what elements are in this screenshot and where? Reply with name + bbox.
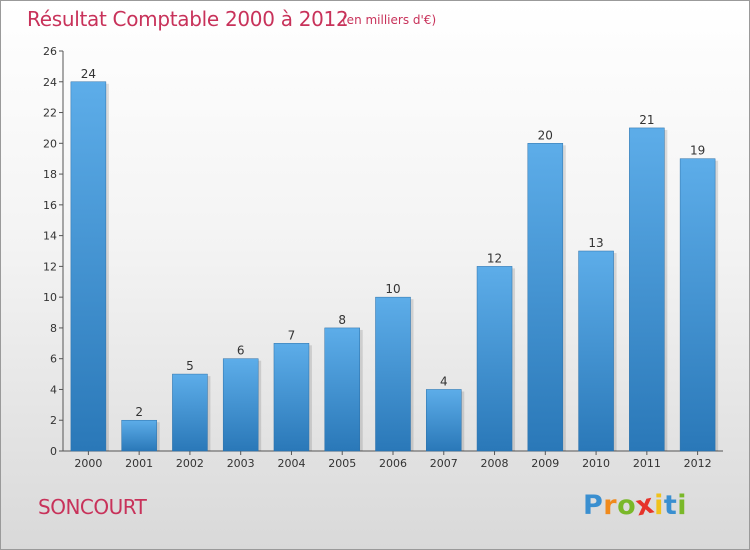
logo-letter: i — [654, 490, 664, 521]
y-tick-label: 4 — [50, 383, 57, 396]
x-tick-label: 2007 — [430, 457, 458, 470]
bar-value-label: 5 — [186, 359, 194, 373]
y-tick-label: 22 — [43, 107, 57, 120]
y-tick-label: 8 — [50, 322, 57, 335]
bar — [172, 373, 208, 452]
bar-value-label: 12 — [487, 251, 502, 265]
proxiti-logo: Proxiti — [583, 488, 688, 522]
logo-letter: P — [583, 490, 604, 521]
x-tick-label: 2000 — [74, 457, 102, 470]
logo-letter: i — [677, 490, 688, 521]
y-tick-label: 0 — [50, 445, 57, 458]
bar — [273, 343, 310, 452]
y-tick-label: 24 — [43, 76, 57, 89]
x-tick-label: 2004 — [277, 457, 305, 470]
bar — [70, 81, 107, 452]
bar — [324, 327, 360, 452]
x-tick-label: 2012 — [684, 457, 712, 470]
bar-value-label: 19 — [690, 144, 705, 158]
x-tick-label: 2005 — [328, 457, 356, 470]
bar-value-label: 13 — [588, 236, 603, 250]
bar — [629, 127, 665, 452]
logo-letter: t — [663, 490, 678, 521]
bar — [476, 266, 513, 452]
bar-value-label: 20 — [538, 128, 553, 142]
bar — [121, 419, 157, 452]
y-tick-label: 20 — [43, 137, 57, 150]
commune-name: SONCOURT — [38, 495, 147, 519]
x-tick-label: 2009 — [531, 457, 559, 470]
bar — [578, 250, 614, 452]
bar-value-label: 24 — [81, 67, 96, 81]
x-tick-label: 2002 — [176, 457, 204, 470]
y-tick-label: 2 — [50, 414, 57, 427]
x-tick-label: 2011 — [633, 457, 661, 470]
logo-letter: r — [603, 490, 618, 521]
bar — [222, 358, 259, 452]
y-tick-label: 16 — [43, 199, 57, 212]
x-tick-label: 2010 — [582, 457, 610, 470]
bar — [527, 143, 564, 452]
labels: 0246810121416182022242620002420012200252… — [43, 45, 712, 470]
bar-value-label: 8 — [338, 313, 346, 327]
y-tick-label: 6 — [50, 353, 57, 366]
x-tick-label: 2001 — [125, 457, 153, 470]
bar — [426, 389, 462, 452]
bar — [679, 158, 716, 452]
x-tick-label: 2006 — [379, 457, 407, 470]
y-tick-label: 12 — [43, 260, 57, 273]
x-tick-label: 2003 — [227, 457, 255, 470]
y-tick-label: 10 — [43, 291, 57, 304]
bar-value-label: 6 — [237, 344, 245, 358]
bar-value-label: 2 — [135, 405, 143, 419]
x-tick-label: 2008 — [481, 457, 509, 470]
logo-letter: o — [617, 490, 637, 521]
bar — [375, 296, 411, 452]
bar-value-label: 4 — [440, 374, 448, 388]
bars — [70, 81, 719, 452]
chart-title: Résultat Comptable 2000 à 2012 — [27, 7, 349, 31]
bar-value-label: 7 — [288, 328, 296, 342]
y-tick-label: 18 — [43, 168, 57, 181]
chart-subtitle: (en milliers d'€) — [342, 13, 437, 27]
y-tick-label: 26 — [43, 45, 57, 58]
bar-value-label: 21 — [639, 113, 654, 127]
y-tick-label: 14 — [43, 230, 57, 243]
bar-value-label: 10 — [385, 282, 400, 296]
